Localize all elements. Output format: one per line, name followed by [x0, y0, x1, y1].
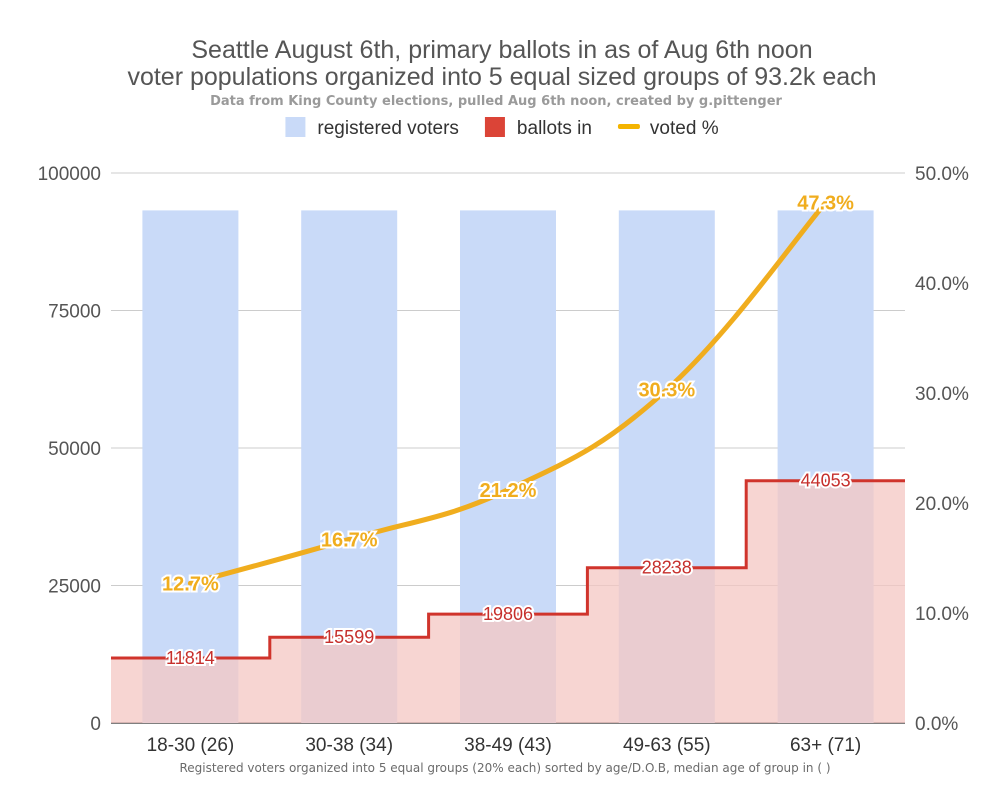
x-tick-label: 38-49 (43): [464, 735, 552, 756]
chart-subtitle: Data from King County elections, pulled …: [210, 94, 782, 109]
legend-label: registered voters: [317, 118, 459, 139]
y-right-tick-label: 20.0%: [915, 494, 969, 515]
y-right-tick-label: 10.0%: [915, 604, 969, 625]
ballots-in-data-label: 44053: [801, 471, 851, 491]
legend-label: voted %: [650, 118, 719, 139]
legend-item: ballots in: [484, 117, 592, 139]
legend-swatch: [484, 117, 505, 137]
ballots-in-data-label: 11814: [166, 648, 215, 668]
ballots-in-data-label: 28238: [642, 558, 692, 578]
ballots-in-data-label: 19806: [483, 604, 533, 624]
x-tick-label: 63+ (71): [790, 735, 861, 756]
y-left-tick-label: 100000: [38, 164, 101, 185]
x-tick-label: 49-63 (55): [623, 735, 711, 756]
legend-item: registered voters: [285, 117, 459, 139]
voted-pct-data-label: 16.7%: [321, 529, 378, 551]
legend-item: voted %: [617, 118, 719, 139]
x-tick-label: 18-30 (26): [147, 735, 235, 756]
voted-pct-series: 12.7% 16.7% 21.2% 30.3% 47.3%: [160, 191, 856, 598]
y-axis-left: 0 25000 50000 75000 100000: [38, 164, 101, 735]
y-left-tick-label: 50000: [48, 439, 101, 460]
ballots-in-data-label: 15599: [324, 627, 374, 647]
voted-pct-data-label: 47.3%: [797, 193, 854, 215]
y-right-tick-label: 50.0%: [915, 164, 969, 185]
y-left-tick-label: 25000: [48, 577, 101, 598]
chart-title: Seattle August 6th, primary ballots in a…: [191, 36, 812, 64]
voted-pct-line: [187, 200, 829, 586]
y-left-tick-label: 0: [90, 714, 101, 735]
legend-label: ballots in: [517, 118, 592, 139]
ballots-in-area: [111, 480, 905, 723]
chart-title-line2: voter populations organized into 5 equal…: [127, 63, 876, 91]
voted-pct-data-label: 30.3%: [638, 380, 695, 402]
y-axis-right: 0.0% 10.0% 20.0% 30.0% 40.0% 50.0%: [915, 164, 969, 735]
voted-pct-data-label: 12.7%: [162, 573, 219, 595]
legend-swatch: [285, 117, 306, 137]
x-axis-label: Registered voters organized into 5 equal…: [179, 761, 830, 775]
x-axis: 18-30 (26) 30-38 (34) 38-49 (43) 49-63 (55)…: [147, 735, 862, 756]
voted-pct-data-label: 21.2%: [480, 480, 537, 502]
y-right-tick-label: 30.0%: [915, 384, 969, 405]
legend-swatch: [617, 124, 640, 129]
y-right-tick-label: 40.0%: [915, 274, 969, 295]
legend: registered voters ballots in voted %: [285, 117, 719, 139]
ballots-in-series: 11814 15599 19806 28238 44053: [111, 469, 905, 723]
x-tick-label: 30-38 (34): [305, 735, 393, 756]
y-left-tick-label: 75000: [48, 302, 101, 323]
registered-voters-bar: [142, 210, 239, 723]
y-right-tick-label: 0.0%: [915, 714, 958, 735]
ballots-in-line: [111, 479, 905, 660]
